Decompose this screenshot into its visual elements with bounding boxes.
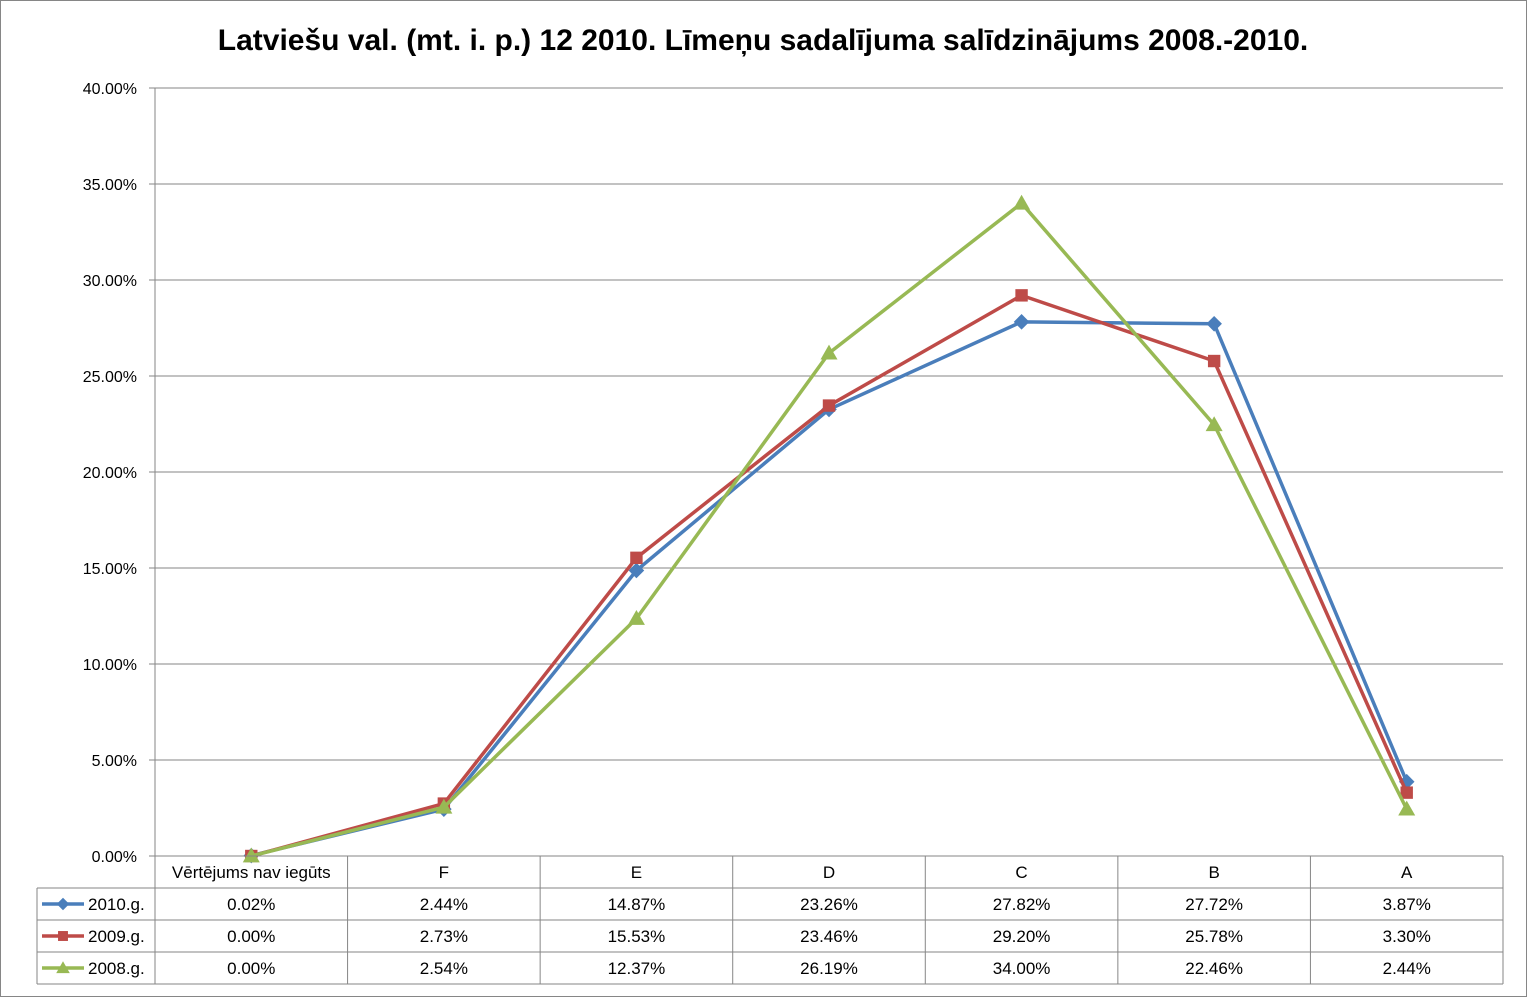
data-point-diamond bbox=[56, 897, 70, 911]
y-tick-label: 5.00% bbox=[92, 753, 137, 770]
data-point-triangle bbox=[1013, 194, 1031, 210]
data-point-square bbox=[822, 399, 836, 412]
gridlines bbox=[155, 87, 1503, 761]
y-tick-label: 0.00% bbox=[92, 849, 137, 866]
x-category-label: C bbox=[1015, 863, 1027, 882]
data-point-square bbox=[630, 551, 643, 565]
data-point-square bbox=[1015, 289, 1028, 302]
data-point-triangle bbox=[1205, 416, 1223, 432]
data-label: 27.82% bbox=[993, 895, 1051, 914]
x-category-label: A bbox=[1401, 863, 1413, 882]
data-point-triangle bbox=[820, 344, 838, 360]
data-label: 3.30% bbox=[1383, 927, 1431, 946]
y-tick-label: 35.00% bbox=[83, 177, 137, 194]
data-label: 34.00% bbox=[993, 959, 1051, 978]
data-point-square bbox=[1207, 354, 1221, 368]
legend-label: 2010.g. bbox=[88, 895, 145, 914]
chart-title: Latviešu val. (mt. i. p.) 12 2010. Līmeņ… bbox=[218, 24, 1308, 57]
data-label: 14.87% bbox=[608, 895, 666, 914]
data-point-square bbox=[58, 931, 68, 941]
x-category-label: F bbox=[439, 863, 449, 882]
y-axis: 0.00% 5.00% 10.00% 15.00% 20.00% 25.00% 30.00%… bbox=[83, 81, 156, 866]
data-point-diamond bbox=[1206, 315, 1222, 332]
data-point-diamond bbox=[1013, 314, 1030, 330]
data-label: 26.19% bbox=[800, 959, 858, 978]
data-label: 0.00% bbox=[227, 959, 275, 978]
data-label: 29.20% bbox=[993, 927, 1051, 946]
x-category-label: B bbox=[1208, 863, 1219, 882]
data-label: 2.73% bbox=[420, 927, 468, 946]
x-category-label: Vērtējums nav iegūts bbox=[172, 863, 331, 882]
y-tick-label: 25.00% bbox=[83, 369, 137, 386]
data-label: 23.26% bbox=[800, 895, 858, 914]
y-tick-label: 40.00% bbox=[83, 81, 137, 98]
y-tick-label: 20.00% bbox=[83, 465, 137, 482]
y-tick-label: 10.00% bbox=[83, 657, 137, 674]
series-lines bbox=[242, 194, 1416, 864]
x-category-label: E bbox=[631, 863, 642, 882]
data-label: 27.72% bbox=[1185, 895, 1243, 914]
data-label: 15.53% bbox=[608, 927, 666, 946]
data-point-square bbox=[1400, 786, 1413, 799]
data-label: 0.00% bbox=[227, 927, 275, 946]
data-label: 2.44% bbox=[1383, 959, 1431, 978]
data-label: 23.46% bbox=[800, 927, 858, 946]
data-label: 22.46% bbox=[1185, 959, 1243, 978]
data-label: 12.37% bbox=[608, 959, 666, 978]
data-point-triangle bbox=[56, 961, 70, 974]
y-tick-label: 15.00% bbox=[83, 561, 137, 578]
data-label: 2.44% bbox=[420, 895, 468, 914]
data-table: Vērtējums nav iegūts F E D C B A 2010.g. 0.02% 2.… bbox=[36, 855, 1504, 985]
data-label: 3.87% bbox=[1383, 895, 1431, 914]
data-point-diamond bbox=[628, 562, 645, 579]
data-label: 0.02% bbox=[227, 895, 275, 914]
x-category-label: D bbox=[823, 863, 835, 882]
data-label: 25.78% bbox=[1185, 927, 1243, 946]
series-2008.g. bbox=[242, 194, 1416, 863]
data-point-triangle bbox=[627, 609, 645, 625]
data-point-triangle bbox=[435, 798, 453, 814]
y-tick-label: 30.00% bbox=[83, 273, 137, 290]
data-point-triangle bbox=[242, 847, 260, 863]
legend-label: 2009.g. bbox=[88, 927, 145, 946]
data-label: 2.54% bbox=[420, 959, 468, 978]
data-point-triangle bbox=[1398, 800, 1416, 816]
legend-label: 2008.g. bbox=[88, 959, 145, 978]
